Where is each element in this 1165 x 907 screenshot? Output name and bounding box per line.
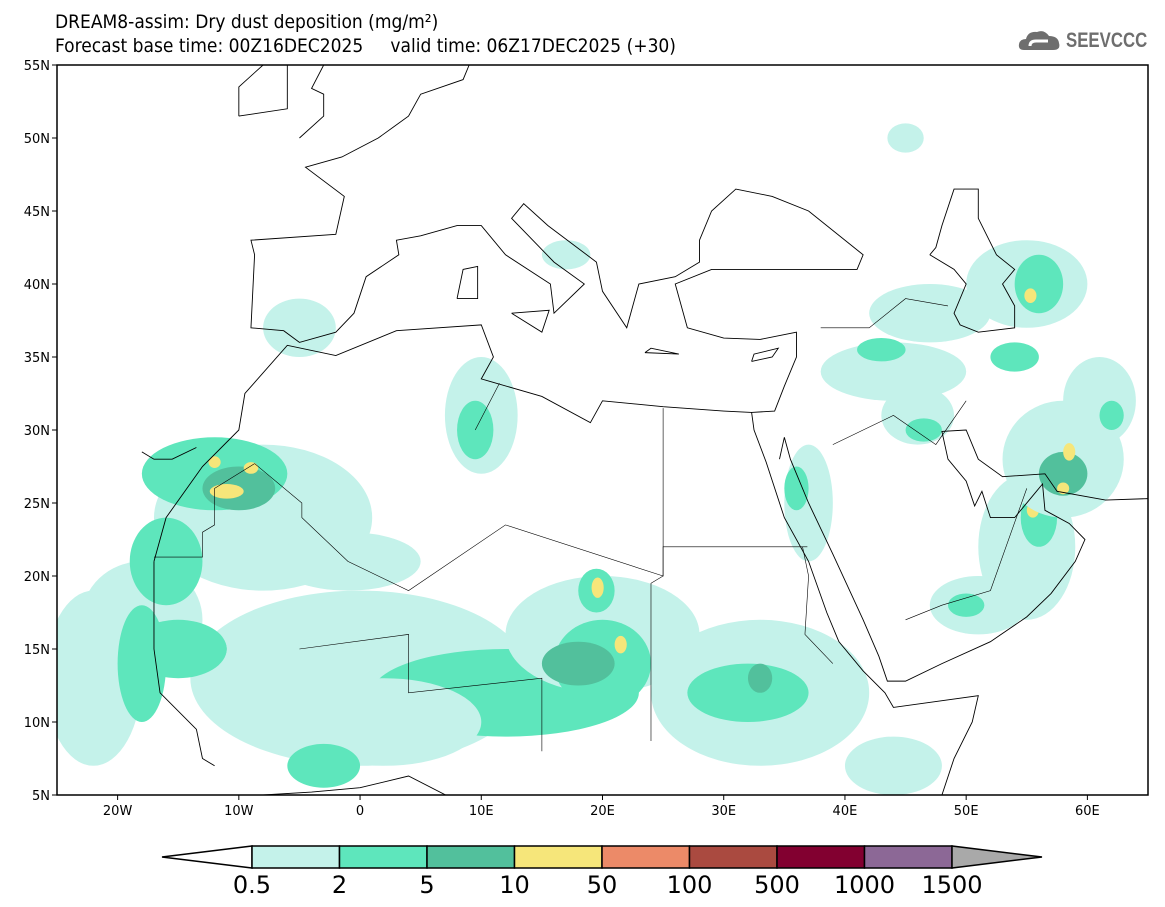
lat-label: 5N: [32, 789, 50, 804]
map-title: DREAM8-assim: Dry dust deposition (mg/m²…: [55, 11, 439, 33]
dust-contour: [614, 635, 627, 654]
colorbar-over-arrow: [951, 845, 1043, 869]
dust-contour: [947, 593, 985, 617]
colorbar-label: 500: [754, 871, 800, 899]
lat-label: 30N: [24, 424, 50, 439]
colorbar-segment: [338, 845, 428, 869]
colorbar-label: 100: [667, 871, 713, 899]
dust-contour: [541, 641, 615, 686]
dust-contour: [287, 678, 482, 766]
dust-contour: [287, 743, 361, 788]
country-border: [474, 383, 500, 431]
dust-contour: [905, 418, 942, 442]
colorbar-segment: [688, 845, 778, 869]
country-border: [650, 408, 664, 741]
coastline: [238, 65, 288, 117]
lon-label: 10W: [224, 804, 254, 819]
dust-contour: [687, 663, 809, 722]
lon-label: 0: [356, 804, 364, 819]
lon-label: 60E: [1075, 804, 1100, 819]
dust-contour: [129, 517, 203, 606]
country-border: [802, 546, 834, 664]
lon-label: 50E: [954, 804, 979, 819]
dust-contour: [820, 342, 967, 401]
colorbar-label: 0.5: [233, 871, 271, 899]
dust-contour: [243, 462, 259, 474]
coastline: [511, 309, 550, 333]
country-border: [153, 463, 255, 558]
lat-label: 35N: [24, 351, 50, 366]
country-border: [832, 400, 967, 446]
colorbar-label: 2: [332, 871, 347, 899]
dust-contour: [1057, 482, 1070, 495]
coastline: [153, 65, 864, 562]
dust-contour: [747, 663, 773, 693]
lon-label: 30E: [711, 804, 736, 819]
coastline: [299, 65, 325, 139]
dust-contour: [887, 123, 924, 153]
dust-contour: [857, 338, 906, 362]
country-border: [299, 634, 543, 752]
colorbar-label: 1000: [834, 871, 895, 899]
lon-label: 20E: [590, 804, 615, 819]
lat-label: 45N: [24, 205, 50, 220]
coastline: [751, 347, 780, 362]
lon-label: 10E: [469, 804, 494, 819]
cloud-icon: [1018, 31, 1060, 50]
colorbar-segment: [513, 845, 603, 869]
dust-contour: [1099, 400, 1124, 430]
dust-contour: [263, 298, 336, 357]
lat-label: 40N: [24, 278, 50, 293]
country-border: [820, 298, 949, 329]
dust-contour: [209, 484, 244, 499]
lon-label: 20W: [103, 804, 133, 819]
colorbar-under-arrow: [161, 845, 253, 869]
lat-label: 55N: [24, 59, 50, 74]
dust-contour: [784, 466, 809, 511]
dust-contour: [1038, 451, 1088, 496]
colorbar-segment: [863, 845, 953, 869]
country-border: [905, 488, 1028, 621]
colorbar-segment: [426, 845, 516, 869]
colorbar-label: 1500: [921, 871, 982, 899]
coastline: [929, 188, 1016, 333]
axis-ticks: 55N 50N 45N 40N 35N 30N 25N 20N 15N 10N 5N 20W 10W 0 1…: [24, 59, 1100, 819]
colorbar-label: 10: [499, 871, 530, 899]
dust-contour: [844, 736, 942, 795]
coastline: [751, 412, 979, 795]
lat-label: 10N: [24, 716, 50, 731]
map-subtitle: Forecast base time: 00Z16DEC2025 valid t…: [55, 35, 676, 57]
dust-contour: [1063, 443, 1076, 461]
coastlines: [141, 65, 1148, 795]
lon-label: 40E: [833, 804, 858, 819]
logo-text: SEEVCCC: [1066, 29, 1148, 52]
colorbar-label: 50: [587, 871, 618, 899]
coastline: [644, 347, 679, 355]
dust-contour: [57, 590, 142, 766]
dust-contour: [990, 342, 1039, 372]
colorbar-segment: [601, 845, 691, 869]
colorbar-segment: [251, 845, 341, 869]
coastline: [456, 265, 479, 300]
colorbar-label: 5: [419, 871, 434, 899]
coastline: [263, 775, 476, 795]
coastline: [153, 561, 215, 767]
colorbar-segment: [776, 845, 866, 869]
coastline: [779, 429, 1148, 682]
lat-label: 25N: [24, 497, 50, 512]
lat-label: 50N: [24, 132, 50, 147]
seevccc-logo: SEEVCCC: [1018, 28, 1165, 54]
dust-contour: [1024, 288, 1037, 303]
lat-label: 20N: [24, 570, 50, 585]
dust-contour: [208, 456, 221, 468]
dust-contour: [591, 577, 604, 598]
lat-label: 15N: [24, 643, 50, 658]
coastline: [141, 447, 197, 460]
